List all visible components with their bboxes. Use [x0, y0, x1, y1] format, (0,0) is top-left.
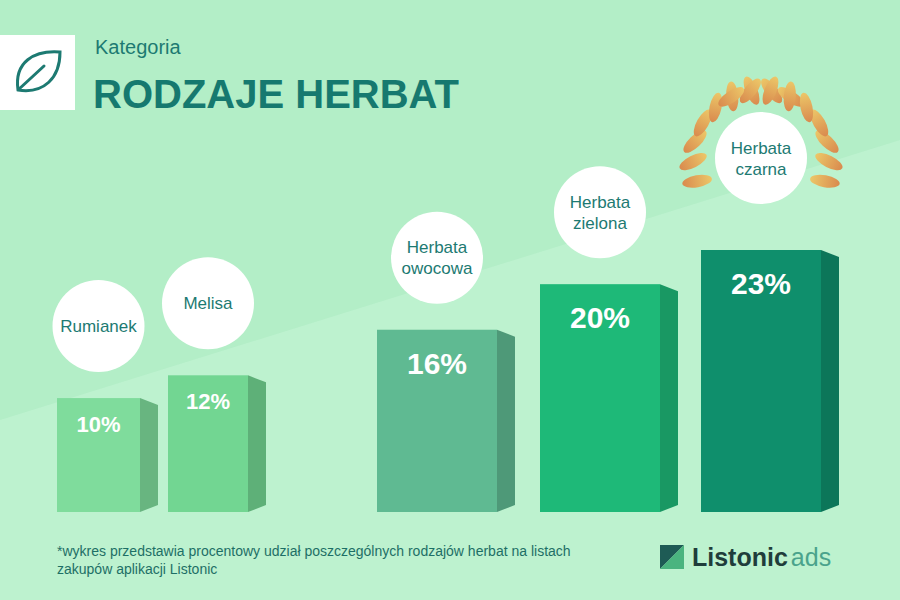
bar-side — [497, 330, 515, 512]
bar-side — [140, 398, 158, 512]
category-bubble — [554, 166, 646, 258]
data-label: 10% — [76, 412, 120, 437]
laurel-leaf — [681, 173, 713, 190]
logo-name: Listonic — [692, 543, 788, 571]
laurel-leaf — [813, 149, 845, 173]
laurel-leaf — [809, 173, 841, 190]
category-label: Herbataowocowa — [402, 238, 473, 278]
data-label: 23% — [731, 267, 791, 300]
background-band — [0, 140, 900, 600]
laurel-leaf — [677, 149, 709, 173]
bar-side — [248, 375, 266, 512]
logo-suffix: ads — [791, 543, 831, 571]
logo-icon — [660, 545, 684, 569]
category-bubble — [391, 212, 483, 304]
labels: 10% Rumianek 12% Melisa 16% Herbataowocowa 20%… — [53, 75, 845, 438]
laurel-leaf — [715, 84, 747, 111]
subtitle: Kategoria — [95, 36, 181, 58]
data-label: 20% — [570, 301, 630, 334]
laurel-leaf — [759, 75, 781, 107]
data-label: 12% — [186, 389, 230, 414]
category-bubble — [53, 280, 145, 372]
bar-side — [660, 284, 678, 512]
bar — [540, 284, 660, 512]
title: RODZAJE HERBAT — [93, 72, 459, 116]
data-label: 16% — [407, 347, 467, 380]
leaf-icon — [17, 52, 60, 91]
category-label: Rumianek — [60, 317, 137, 336]
bar — [377, 330, 497, 512]
bar-side — [821, 250, 839, 512]
laurel-leaf — [798, 92, 816, 124]
bar — [701, 250, 821, 512]
bar — [57, 398, 140, 512]
footnote: *wykres przedstawia procentowy udział po… — [57, 543, 571, 577]
category-label: Herbataczarna — [731, 139, 792, 179]
category-label: Herbatazielona — [570, 193, 631, 233]
logo: Listonicads — [660, 543, 831, 571]
laurel-leaf — [782, 81, 797, 112]
logo-icon — [660, 545, 684, 569]
laurel-leaf — [707, 92, 725, 124]
category-bubble — [162, 257, 254, 349]
category-bubble — [715, 112, 807, 204]
icon-box — [0, 35, 75, 110]
category-label: Melisa — [183, 294, 233, 313]
background — [0, 0, 900, 600]
bar — [168, 375, 248, 512]
chart: Kategoria RODZAJE HERBAT 10% Rumianek 12% Mel… — [0, 0, 900, 600]
logo-text: Listonicads — [692, 543, 831, 571]
